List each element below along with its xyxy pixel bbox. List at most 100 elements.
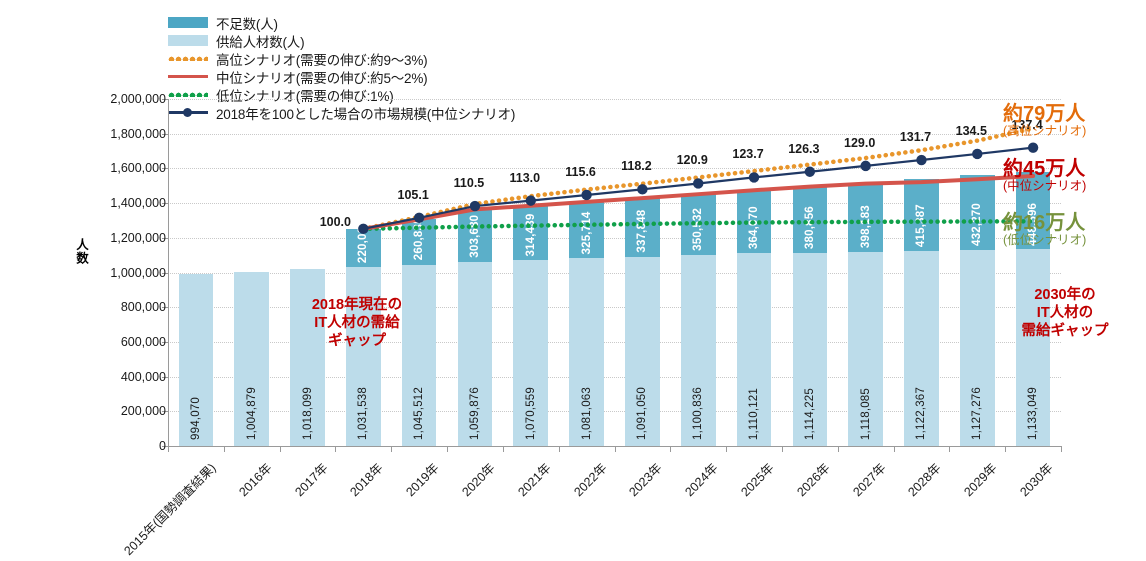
bar-supply[interactable]	[234, 271, 269, 446]
y-axis-tick-label: 200,000	[120, 404, 166, 419]
x-axis-label: 2028年	[905, 460, 945, 500]
x-axis-label: 2027年	[849, 460, 889, 500]
index-value-label: 118.2	[621, 159, 652, 174]
bar-group[interactable]: 1,018,099	[290, 99, 325, 446]
bar-supply[interactable]	[680, 255, 716, 446]
x-axis-tick	[726, 446, 728, 452]
x-axis-label: 2022年	[570, 460, 610, 500]
y-axis-tick-label: 1,400,000	[110, 196, 166, 211]
annotation-low-gap-value: 約16万人	[1003, 212, 1086, 234]
x-axis-tick	[670, 446, 672, 452]
y-axis-tick	[162, 446, 169, 447]
index-value-label: 120.9	[676, 153, 708, 168]
gridline	[168, 341, 1061, 343]
index-value-label: 137.4	[1011, 117, 1043, 132]
x-axis-label: 2018年	[347, 460, 387, 500]
legend-item-2[interactable]: 高位シナリオ(需要の伸び:約9〜3%)	[168, 50, 515, 68]
bar-supply[interactable]	[625, 256, 660, 446]
x-axis-label: 2024年	[682, 460, 721, 500]
bar-supply[interactable]	[178, 273, 214, 446]
annotation-gap-2018: 2018年現在の IT人材の需給 ギャップ	[297, 296, 417, 350]
bar-group[interactable]: 1,114,225 380,856	[792, 99, 828, 446]
x-axis-tick	[949, 446, 951, 452]
annotation-gap-2018-line3: ギャップ	[328, 333, 386, 350]
legend-item-3[interactable]: 中位シナリオ(需要の伸び:約5〜2%)	[168, 68, 515, 86]
bar-supply[interactable]	[1015, 249, 1051, 446]
x-axis-label: 2023年	[626, 460, 666, 500]
bar-supply[interactable]	[904, 251, 939, 446]
y-axis-tick-label: 2,000,000	[110, 92, 166, 106]
annotation-gap-2030: 2030年の IT人材の 需給ギャップ	[1000, 286, 1130, 340]
x-axis-tick	[502, 446, 504, 452]
legend-item-1[interactable]: 供給人材数(人)	[168, 32, 515, 50]
annotation-high-gap-label: (高位シナリオ)	[1003, 124, 1087, 138]
x-axis-label: 2030年	[1017, 460, 1056, 500]
legend-item-label: 不足数(人)	[216, 16, 278, 32]
legend-item-0[interactable]: 不足数(人)	[168, 14, 515, 32]
gridline	[168, 99, 1061, 100]
x-axis-tick	[1005, 446, 1007, 452]
bar-supply[interactable]	[513, 260, 549, 446]
y-axis-tick	[162, 237, 169, 239]
y-axis-tick-label: 1,200,000	[110, 230, 166, 245]
bar-group[interactable]: 1,031,538 220,000	[346, 99, 381, 446]
index-value-label: 110.5	[453, 176, 485, 191]
x-axis-tick	[1061, 446, 1062, 452]
legend-line-icon	[168, 53, 208, 64]
x-axis-tick	[558, 446, 560, 452]
bar-group[interactable]: 1,004,879	[234, 99, 269, 446]
y-axis-tick	[162, 99, 169, 100]
bar-group[interactable]: 1,045,512 260,835	[401, 99, 437, 446]
bar-supply[interactable]	[290, 269, 325, 446]
bar-group[interactable]: 994,070	[178, 99, 214, 446]
index-value-label: 134.5	[955, 123, 987, 138]
legend-item-label: 中位シナリオ(需要の伸び:約5〜2%)	[216, 70, 428, 86]
y-axis-tick-labels: 2,000,000 1,800,000 1,600,000 1,400,000 1,20…	[88, 0, 166, 561]
annotation-high-gap: 約79万人 (高位シナリオ)	[1003, 104, 1086, 139]
y-axis-tick	[162, 376, 169, 378]
legend-marker-dot-icon	[183, 108, 192, 117]
gridline	[168, 237, 1061, 239]
annotation-mid-gap-value: 約45万人	[1003, 158, 1086, 180]
x-axis-label: 2015年(国勢調査結果)	[121, 460, 219, 559]
x-axis-tick	[168, 446, 169, 452]
legend-item-5[interactable]: 2018年を100とした場合の市場規模(中位シナリオ)	[168, 104, 516, 122]
index-value-label: 105.1	[397, 187, 429, 202]
y-axis-tick	[162, 168, 169, 170]
x-axis-label: 2016年	[236, 460, 275, 500]
legend-line-icon	[168, 107, 208, 118]
legend-item-label: 2018年を100とした場合の市場規模(中位シナリオ)	[216, 106, 516, 122]
bar-supply[interactable]	[848, 252, 883, 446]
y-axis-tick-label: 1,800,000	[110, 126, 166, 141]
y-axis-tick	[162, 341, 169, 343]
y-axis-tick-label: 600,000	[120, 334, 166, 349]
y-axis-tick-label: 0	[159, 439, 166, 453]
legend-line-icon	[168, 71, 208, 82]
bar-shortage[interactable]	[346, 228, 381, 268]
x-axis-label: 2017年	[291, 460, 331, 500]
bar-supply[interactable]	[401, 264, 437, 446]
legend-swatch-icon	[168, 17, 208, 28]
bar-supply[interactable]	[569, 258, 604, 446]
x-axis-tick	[335, 446, 337, 452]
bar-supply[interactable]	[959, 250, 995, 446]
bar-supply[interactable]	[736, 253, 772, 446]
index-value-label: 123.7	[732, 147, 764, 162]
y-axis-tick	[162, 272, 169, 274]
y-axis-tick	[162, 203, 169, 205]
x-axis-tick	[447, 446, 449, 452]
y-axis-tick	[162, 307, 169, 309]
legend-item-label: 供給人材数(人)	[216, 34, 305, 50]
x-axis-tick	[893, 446, 895, 452]
x-axis-label: 2029年	[961, 460, 1001, 500]
y-axis-tick-label: 800,000	[120, 300, 166, 315]
bar-supply[interactable]	[792, 252, 828, 446]
x-axis-tick	[837, 446, 839, 452]
bar-supply[interactable]	[346, 267, 381, 446]
annotation-low-gap: 約16万人 (低位シナリオ)	[1003, 213, 1086, 248]
annotation-gap-2030-line1: 2030年の	[1034, 287, 1096, 303]
y-axis-tick-label: 1,600,000	[110, 161, 166, 176]
bar-supply[interactable]	[457, 262, 493, 446]
annotation-mid-gap: 約45万人 (中位シナリオ)	[1003, 159, 1086, 194]
